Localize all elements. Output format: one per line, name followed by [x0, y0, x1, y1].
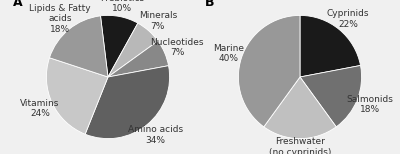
Wedge shape — [50, 16, 108, 77]
Text: Cyprinids
22%: Cyprinids 22% — [327, 9, 369, 29]
Text: Amino acids
34%: Amino acids 34% — [128, 125, 183, 145]
Wedge shape — [238, 15, 300, 127]
Text: Lipids & Fatty
acids
18%: Lipids & Fatty acids 18% — [30, 4, 91, 34]
Text: B: B — [204, 0, 214, 9]
Text: Marine
40%: Marine 40% — [213, 44, 244, 63]
Text: Freshwater
(no cyprinids)
20%: Freshwater (no cyprinids) 20% — [269, 137, 331, 154]
Wedge shape — [108, 23, 158, 77]
Text: A: A — [12, 0, 22, 9]
Wedge shape — [108, 41, 168, 77]
Wedge shape — [300, 65, 362, 127]
Wedge shape — [300, 15, 360, 77]
Wedge shape — [46, 58, 108, 134]
Text: Prebiotics
10%: Prebiotics 10% — [100, 0, 144, 13]
Text: Vitamins
24%: Vitamins 24% — [20, 99, 60, 118]
Wedge shape — [85, 66, 170, 139]
Text: Minerals
7%: Minerals 7% — [139, 11, 177, 30]
Text: Salmonids
18%: Salmonids 18% — [346, 95, 393, 114]
Wedge shape — [264, 77, 336, 139]
Wedge shape — [100, 15, 138, 77]
Text: Nucleotides
7%: Nucleotides 7% — [150, 38, 204, 57]
